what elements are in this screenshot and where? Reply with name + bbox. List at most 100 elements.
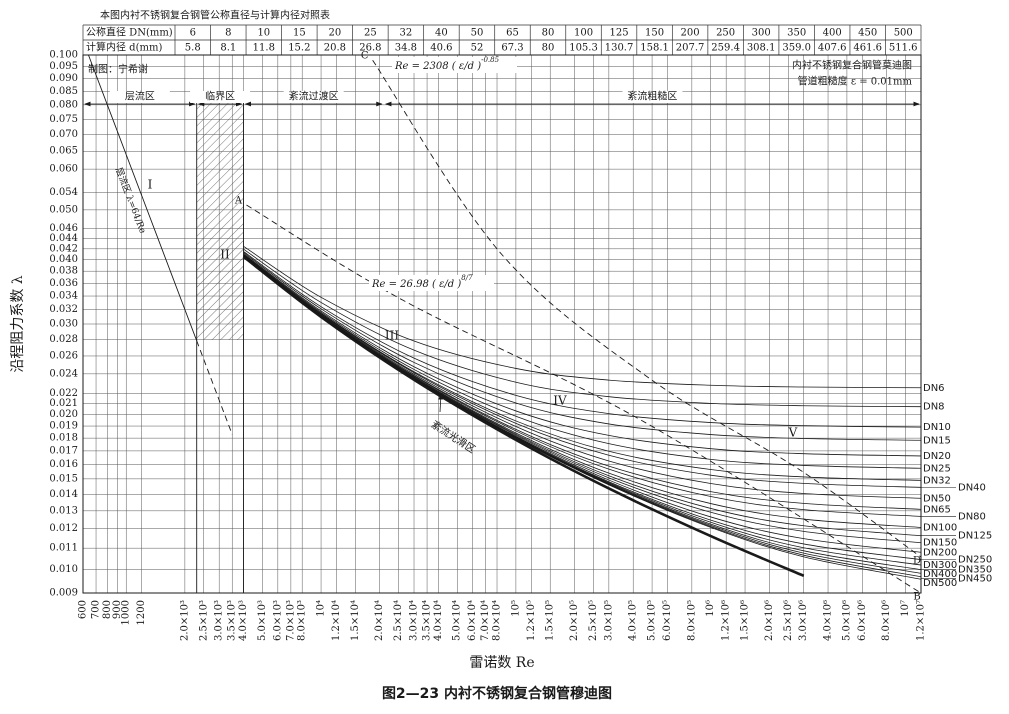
series-line	[243, 254, 922, 488]
table-cell: 15	[293, 28, 306, 39]
table-cell: 450	[858, 28, 877, 39]
y-tick-label: 0.021	[49, 398, 78, 409]
y-tick-label: 0.020	[49, 409, 78, 420]
series-label: DN200	[923, 547, 957, 558]
x-tick-label: 1.5×10⁶	[740, 600, 751, 641]
x-tick-label: 1.2×10⁷	[916, 600, 927, 641]
formula: Re = 26.98 ( ε/d )8/7	[371, 274, 473, 290]
table-cell: 67.3	[501, 43, 523, 54]
x-tick-label: 5.0×10⁵	[647, 600, 658, 641]
series-line	[243, 256, 922, 566]
series-label: DN250	[958, 555, 992, 566]
x-tick-label: 3.0×10⁵	[603, 600, 614, 641]
table-cell: 25	[364, 28, 377, 39]
series-line	[243, 256, 922, 571]
x-tick-label: 2.0×10⁶	[764, 600, 775, 641]
x-tick-label: 3.0×10⁶	[798, 600, 809, 641]
y-tick-label: 0.054	[49, 187, 78, 198]
y-tick-label: 0.014	[49, 489, 78, 500]
formula-bg	[392, 57, 517, 73]
series-line	[243, 251, 922, 428]
table-cell: 6	[190, 28, 196, 39]
series-line	[243, 254, 922, 469]
table-cell: 250	[716, 28, 735, 39]
table-cell: 200	[681, 28, 700, 39]
series-line	[243, 256, 922, 561]
table-cell: 359.0	[782, 43, 811, 54]
y-tick-label: 0.075	[49, 114, 78, 125]
table-cell: 500	[894, 28, 913, 39]
x-tick-label: 2.5×10⁵	[588, 600, 599, 641]
series-label: DN350	[958, 565, 992, 576]
y-tick-label: 0.022	[49, 388, 78, 399]
y-tick-label: 0.080	[49, 99, 78, 110]
formula-sup: 8/7	[461, 274, 473, 282]
y-tick-label: 0.032	[49, 304, 78, 315]
zone-label-bg	[109, 91, 170, 103]
formula-text: Re = 26.98 ( ε/d )	[371, 279, 461, 290]
series-label: DN150	[923, 538, 957, 549]
table-cell: 32	[400, 28, 413, 39]
table-cell: 105.3	[569, 43, 598, 54]
y-tick-label: 0.026	[49, 350, 78, 361]
table-cell: 8.1	[220, 43, 236, 54]
zone-label-bg	[190, 91, 251, 103]
critical-hatch	[196, 100, 244, 340]
x-tick-label: 600	[78, 600, 89, 619]
boundary-line	[88, 54, 198, 341]
table-cell: 400	[823, 28, 842, 39]
x-tick-label: 1.2×10⁴	[331, 600, 342, 641]
x-tick-label: 8.0×10³	[297, 600, 308, 641]
boundary-line	[372, 59, 922, 558]
table-cell: 10	[257, 28, 270, 39]
zone-label: 紊流粗糙区	[627, 90, 677, 103]
x-tick-label: 6.0×10⁵	[662, 600, 673, 641]
series-label: DN10	[923, 422, 951, 433]
table-cell: 259.4	[711, 43, 740, 54]
series-line	[243, 255, 922, 537]
boundary-line	[196, 340, 233, 435]
region-label: IV	[553, 394, 567, 408]
formula: Re = 2308 ( ε/d )-0.85	[394, 56, 500, 72]
table-cell: 150	[645, 28, 664, 39]
table-cell: 461.6	[853, 43, 882, 54]
annotation-arrow	[438, 393, 444, 413]
y-tick-label: 0.070	[49, 129, 78, 140]
chart-title: 图2—23 内衬不锈钢复合钢管穆迪图	[382, 685, 612, 702]
x-tick-label: 2.0×10³	[179, 600, 190, 641]
table-cell: 407.6	[818, 43, 847, 54]
table-cell: 11.8	[253, 43, 275, 54]
x-tick-label: 8.0×10⁴	[492, 600, 503, 641]
smooth-curve	[242, 255, 805, 578]
y-tick-label: 0.012	[49, 523, 78, 534]
series-line	[243, 255, 922, 499]
x-tick-label: 2.5×10³	[198, 600, 209, 641]
table-row-label: 计算内径 d(mm)	[86, 41, 162, 54]
table-cell: 65	[506, 28, 519, 39]
series-label: DN40	[958, 482, 986, 493]
series-label: DN450	[958, 574, 992, 585]
y-tick-label: 0.042	[49, 243, 78, 254]
region-label: II	[220, 248, 230, 262]
series-label: DN80	[958, 511, 986, 522]
point-label: A	[234, 196, 243, 207]
y-tick-label: 0.036	[49, 278, 78, 289]
x-tick-label: 3.5×10⁴	[422, 600, 433, 641]
table-title: 本图内衬不锈钢复合钢管公称直径与计算内径对照表	[100, 9, 330, 22]
series-label: DN100	[923, 522, 957, 533]
table-cell: 52	[471, 43, 484, 54]
x-tick-label: 2.0×10⁵	[569, 600, 580, 641]
x-tick-label: 3.0×10⁴	[409, 600, 420, 641]
table-cell: 20.8	[324, 43, 346, 54]
series-label: 紊流光滑区	[429, 418, 478, 456]
x-tick-label: 7.0×10⁴	[480, 600, 491, 641]
x-tick-label: 4.0×10⁵	[628, 600, 639, 641]
y-tick-label: 0.024	[49, 368, 78, 379]
zone-label: 紊流过渡区	[289, 90, 339, 103]
formula-bg	[369, 275, 494, 291]
series-label: DN50	[923, 493, 951, 504]
table-cell: 350	[787, 28, 806, 39]
x-tick-label: 3.0×10³	[214, 600, 225, 641]
x-tick-label: 8.0×10⁶	[881, 600, 892, 641]
